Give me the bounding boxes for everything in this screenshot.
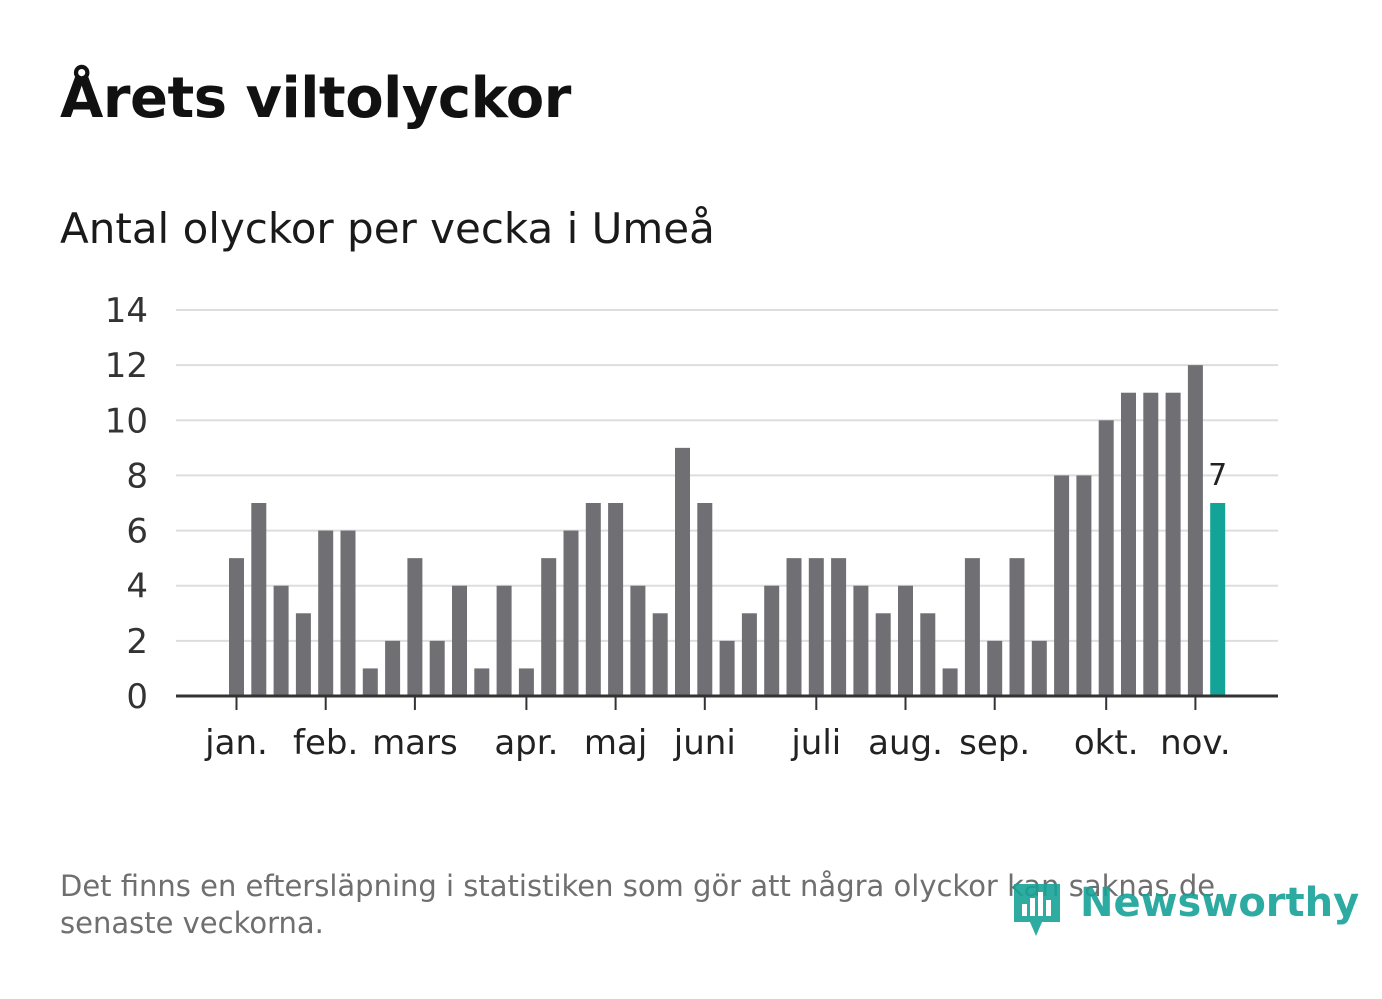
x-tick-label: mars [372,723,458,763]
y-tick-label: 6 [126,512,148,552]
y-tick-label: 2 [126,622,148,662]
bar [1009,558,1025,696]
bar [898,585,913,696]
y-tick-label: 12 [105,346,148,386]
bar [786,558,802,696]
bar [474,668,490,696]
bars [229,365,1226,696]
bar [875,613,891,696]
logo-text: Newsworthy [1080,880,1360,926]
x-tick-label: juli [790,723,841,763]
bar [741,613,757,696]
y-tick-label: 8 [126,456,148,496]
bar-highlight [1210,503,1226,696]
bar [585,503,601,696]
y-axis-ticks: 0 2 4 6 8 10 12 14 [105,291,148,717]
x-tick-label: juni [673,723,736,763]
x-tick-label: okt. [1074,723,1139,763]
bar [1143,392,1159,696]
bar [229,558,244,696]
bar [1121,392,1136,696]
bar [1076,475,1092,696]
bar [1031,640,1047,696]
bar [496,585,512,696]
y-tick-label: 4 [126,567,148,607]
bar-chart-pin-icon [1014,884,1060,936]
bar [518,668,534,696]
bar [808,558,824,696]
highlight-value-label: 7 [1208,458,1227,493]
chart-title: Årets viltolyckor [60,66,571,131]
chart-subtitle: Antal olyckor per vecka i Umeå [60,204,715,253]
bar [385,640,401,696]
bar [652,613,668,696]
bar [251,503,267,696]
bar [273,585,289,696]
x-tick-label: jan. [204,723,268,763]
bar [1187,365,1203,696]
bar [318,530,334,696]
x-tick-label: nov. [1160,723,1231,763]
bar [362,668,378,696]
y-tick-label: 10 [105,401,148,441]
bar [853,585,869,696]
x-tick-label: feb. [293,723,358,763]
x-tick-label: maj [584,723,647,763]
x-axis-ticks: jan. feb. mars apr. maj juni juli aug. sep. okt. n… [204,696,1231,763]
bar [630,585,646,696]
bar [429,640,445,696]
bar [987,640,1003,696]
x-tick-label: apr. [494,723,558,763]
y-tick-label: 0 [126,677,148,717]
x-tick-label: aug. [868,723,943,763]
bar [541,558,557,696]
bar [407,558,423,696]
bar [964,558,980,696]
y-tick-label: 14 [105,291,148,331]
bar [920,613,936,696]
bar [563,530,579,696]
bar [675,447,690,696]
bar [452,585,467,696]
bar [295,613,311,696]
bar [608,503,624,696]
bar [831,558,847,696]
data-labels: 7 [1208,458,1227,493]
grid-lines [176,309,1278,642]
bar [697,503,713,696]
bar [1054,475,1070,696]
bar [942,668,958,696]
bar [1098,420,1114,696]
x-tick-label: sep. [959,723,1030,763]
newsworthy-logo: Newsworthy [1010,878,1359,942]
bar [1165,392,1181,696]
bar [719,640,735,696]
bar [340,530,356,696]
bar [764,585,780,696]
